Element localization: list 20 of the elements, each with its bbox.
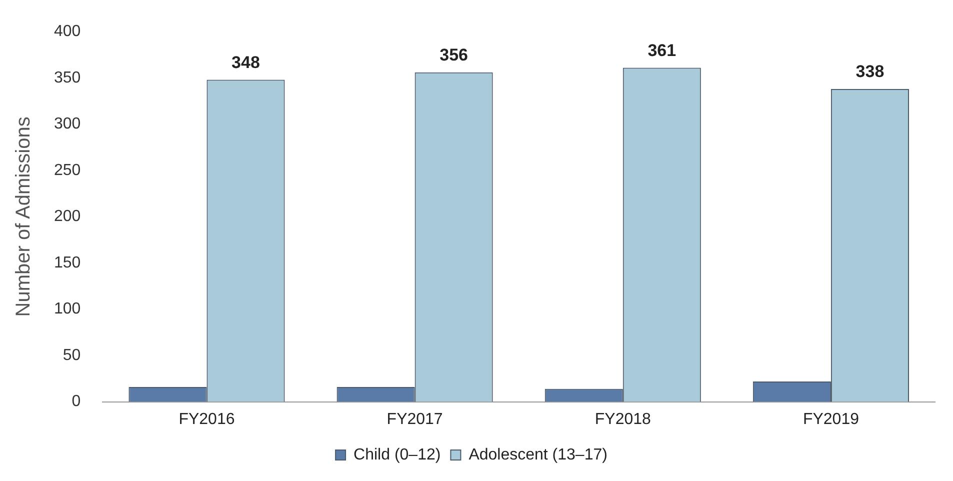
y-tick-label: 0 [72,393,81,410]
data-label: 356 [440,46,468,65]
x-tick-label: FY2019 [802,410,860,428]
y-tick-label: 200 [54,208,81,226]
legend-label: Adolescent (13–17) [468,446,608,464]
x-tick-label: FY2016 [178,410,235,428]
y-tick-label: 100 [54,300,81,318]
data-label: 348 [232,52,260,72]
x-tick-label: FY2018 [594,410,652,428]
y-tick-label: 150 [54,254,81,272]
y-tick-label: 250 [54,162,81,179]
y-tick-label: 300 [54,116,81,133]
x-tick-label: FY2017 [386,410,443,428]
data-label: 361 [648,40,676,60]
y-axis-title: Number of Admissions [12,116,35,317]
data-label: 338 [856,62,884,82]
y-tick-label: 350 [54,69,81,86]
legend-label: Child (0–12) [354,446,441,464]
y-tick-label: 400 [54,23,81,40]
y-tick-label: 50 [62,346,81,364]
